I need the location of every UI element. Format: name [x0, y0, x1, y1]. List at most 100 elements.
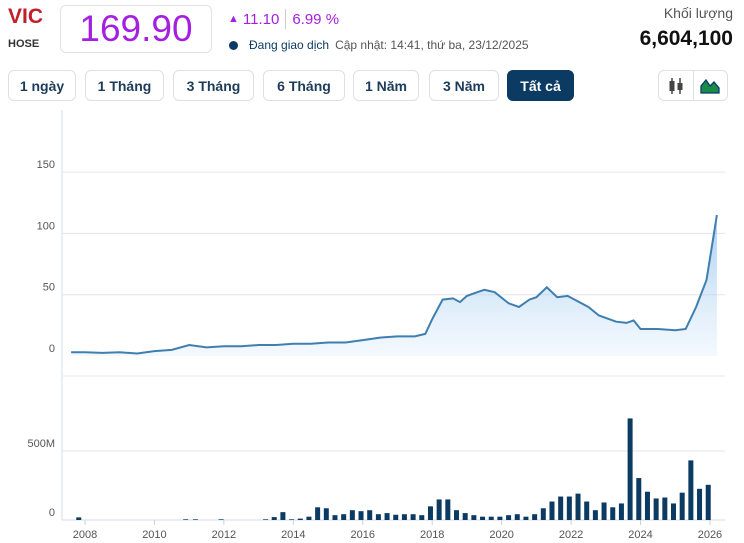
- price-tick-label: 50: [43, 282, 55, 294]
- chart-type-toggle: [658, 70, 728, 101]
- volume-bar: [315, 507, 321, 520]
- update-time: Cập nhật: 14:41, thứ ba, 23/12/2025: [335, 38, 529, 52]
- divider: [285, 9, 287, 29]
- volume-bar: [558, 496, 564, 520]
- volume-tick-label: 500M: [27, 438, 55, 450]
- status-text: Đang giao dịch: [249, 38, 330, 52]
- volume-bar: [76, 517, 82, 520]
- volume-bar: [592, 510, 598, 520]
- volume-bar: [306, 516, 312, 520]
- volume-bar: [705, 484, 711, 520]
- range-button-6[interactable]: Tất cả: [507, 70, 574, 101]
- volume-bar: [419, 515, 425, 520]
- x-tick-label: 2014: [281, 529, 305, 541]
- volume-bar: [618, 503, 624, 520]
- area-chart-icon[interactable]: [694, 71, 728, 100]
- volume-bar: [671, 503, 677, 520]
- volume-bar: [367, 510, 373, 520]
- x-tick-label: 2008: [73, 529, 97, 541]
- volume-bar: [393, 514, 399, 520]
- x-tick-label: 2018: [420, 529, 444, 541]
- x-tick-label: 2024: [628, 529, 652, 541]
- volume-bar: [271, 517, 277, 520]
- volume-bar: [297, 518, 303, 520]
- volume-bar: [627, 418, 633, 520]
- price-area: [71, 215, 717, 356]
- volume-bar: [183, 519, 189, 520]
- volume-bar: [653, 498, 659, 520]
- stock-symbol: VIC: [8, 5, 44, 28]
- volume-bar: [341, 514, 347, 520]
- volume-bar: [514, 514, 520, 520]
- x-tick-label: 2020: [489, 529, 513, 541]
- x-tick-label: 2010: [142, 529, 166, 541]
- volume-bar: [636, 478, 642, 520]
- volume-bar: [323, 508, 329, 520]
- volume-bar: [540, 508, 546, 520]
- volume-bar: [532, 514, 538, 520]
- volume-bar: [575, 493, 581, 520]
- volume-tick-label: 0: [49, 507, 55, 519]
- volume-bar: [662, 497, 668, 520]
- volume-bar: [263, 519, 269, 520]
- volume-bar: [584, 501, 590, 520]
- volume-bar: [280, 512, 286, 520]
- volume-bar: [454, 510, 460, 520]
- volume-bar: [610, 507, 616, 520]
- volume-bar: [384, 513, 390, 520]
- price-line: [71, 214, 718, 355]
- range-button-0[interactable]: 1 ngày: [8, 70, 76, 101]
- volume-bar: [506, 515, 512, 520]
- volume-bar: [679, 492, 685, 520]
- status-dot-icon: [229, 40, 238, 50]
- volume-bar: [601, 502, 607, 520]
- up-arrow-icon: ▲: [228, 13, 239, 25]
- x-tick-label: 2016: [351, 529, 375, 541]
- volume-bar: [427, 506, 433, 520]
- trading-status: Đang giao dịch Cập nhật: 14:41, thứ ba, …: [228, 38, 529, 52]
- volume-bar: [523, 516, 529, 520]
- price-tick-label: 150: [37, 159, 55, 171]
- volume-bar: [697, 488, 703, 520]
- change-value: 11.10: [242, 10, 280, 28]
- volume-bar: [349, 510, 355, 520]
- volume-bar: [480, 516, 486, 520]
- volume-bar: [410, 514, 416, 520]
- volume-bar: [332, 515, 338, 520]
- price: 169.90: [79, 8, 193, 49]
- range-button-4[interactable]: 1 Năm: [353, 70, 419, 101]
- volume-bar: [462, 513, 468, 520]
- volume-bar: [549, 501, 555, 520]
- volume-bar: [289, 519, 295, 520]
- price-tick-label: 100: [37, 220, 55, 232]
- range-button-1[interactable]: 1 Tháng: [85, 70, 164, 101]
- range-button-5[interactable]: 3 Năm: [429, 70, 499, 101]
- volume-bar: [358, 511, 364, 520]
- volume-bar: [497, 516, 503, 520]
- volume-bar: [192, 519, 198, 520]
- volume-bar: [436, 499, 442, 520]
- volume-bar: [218, 519, 224, 520]
- volume-bar: [644, 491, 650, 520]
- x-tick-label: 2022: [559, 529, 583, 541]
- volume-value: 6,604,100: [639, 27, 733, 50]
- change-percent: 6.99 %: [292, 10, 340, 28]
- volume-bar: [445, 499, 451, 520]
- volume-bar: [401, 514, 407, 520]
- volume-bar: [688, 460, 694, 520]
- volume-bar: [488, 516, 494, 520]
- x-tick-label: 2026: [698, 529, 722, 541]
- volume-bar: [375, 514, 381, 520]
- volume-bar: [566, 496, 572, 520]
- candlestick-icon[interactable]: [659, 71, 694, 100]
- range-button-3[interactable]: 6 Tháng: [263, 70, 345, 101]
- price-tick-label: 0: [49, 343, 55, 355]
- price-box: 169.90: [60, 5, 212, 53]
- exchange: HOSE: [8, 38, 40, 50]
- price-change: ▲ 11.10 6.99 %: [228, 9, 339, 29]
- range-button-2[interactable]: 3 Tháng: [173, 70, 254, 101]
- volume-label: Khối lượng: [663, 5, 733, 21]
- x-tick-label: 2012: [212, 529, 236, 541]
- volume-bar: [471, 515, 477, 520]
